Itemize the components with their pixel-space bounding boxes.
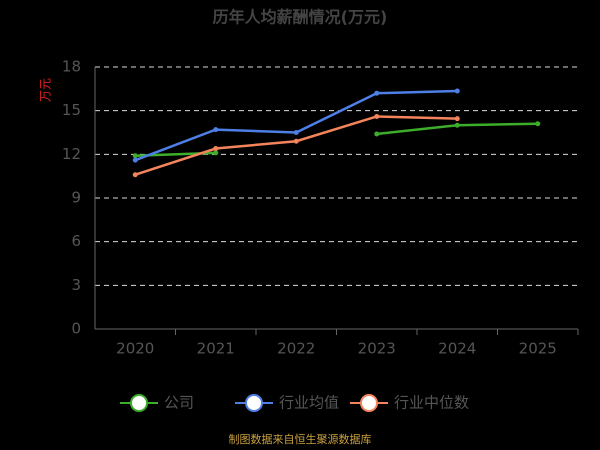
data-point <box>132 157 138 163</box>
y-tick-label: 0 <box>71 320 81 338</box>
data-point <box>454 116 460 122</box>
legend-marker <box>245 394 263 412</box>
y-axis-label: 万元 <box>39 78 53 102</box>
data-point <box>454 122 460 128</box>
chart-title: 历年人均薪酬情况(万元) <box>213 8 388 27</box>
x-tick-label: 2024 <box>438 340 476 358</box>
x-tick-label: 2025 <box>519 340 557 358</box>
y-tick-label: 3 <box>71 276 81 294</box>
data-point <box>132 172 138 178</box>
data-point <box>293 130 299 135</box>
legend-marker <box>360 394 378 412</box>
data-point <box>454 88 460 94</box>
data-point <box>213 146 219 152</box>
x-tick-label: 2020 <box>116 340 154 358</box>
data-point <box>213 150 219 156</box>
data-point <box>374 90 380 96</box>
y-tick-label: 12 <box>62 145 81 163</box>
data-point <box>213 127 219 133</box>
x-tick-label: 2022 <box>277 340 315 358</box>
data-point <box>374 131 380 137</box>
data-point <box>132 153 138 159</box>
y-tick-label: 18 <box>62 58 81 76</box>
data-point <box>293 138 299 144</box>
source-note: 制图数据来自恒生聚源数据库 <box>229 432 372 446</box>
x-tick-label: 2023 <box>358 340 396 358</box>
x-tick-label: 2021 <box>197 340 235 358</box>
legend-label: 行业均值 <box>279 394 339 412</box>
legend-label: 公司 <box>164 394 194 412</box>
legend-label: 行业中位数 <box>394 394 469 412</box>
data-point <box>535 121 541 127</box>
legend-marker <box>130 394 148 412</box>
y-tick-label: 6 <box>71 232 81 250</box>
y-tick-label: 15 <box>62 101 81 119</box>
data-point <box>374 113 380 119</box>
y-tick-label: 9 <box>71 189 81 207</box>
